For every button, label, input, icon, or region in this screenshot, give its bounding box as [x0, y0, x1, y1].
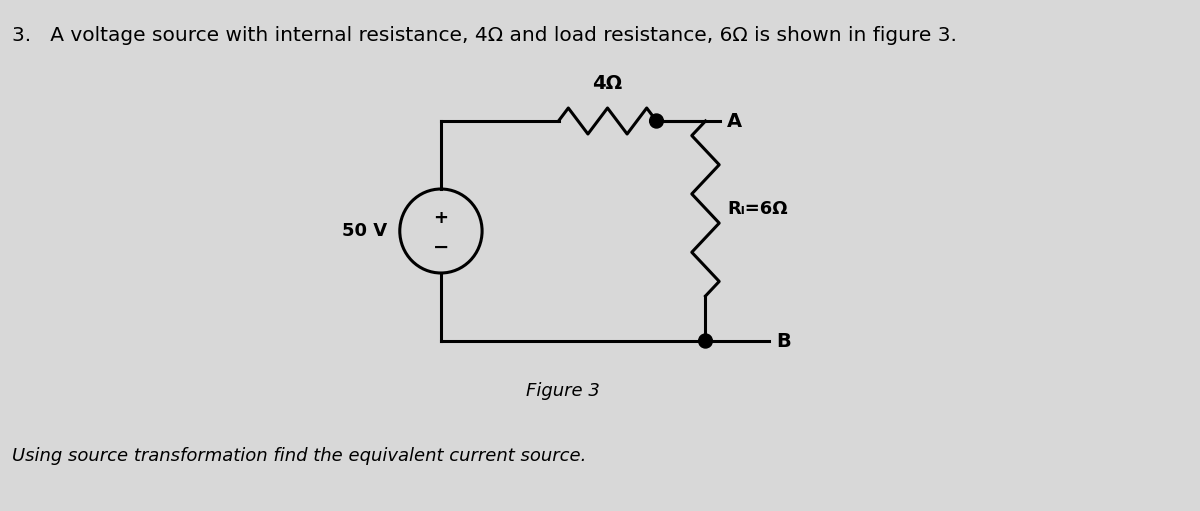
- Text: 4Ω: 4Ω: [593, 74, 623, 93]
- Text: B: B: [776, 332, 791, 351]
- Text: 3.   A voltage source with internal resistance, 4Ω and load resistance, 6Ω is sh: 3. A voltage source with internal resist…: [12, 26, 956, 45]
- Text: Figure 3: Figure 3: [527, 382, 600, 400]
- Circle shape: [649, 114, 664, 128]
- Text: A: A: [727, 111, 742, 130]
- Text: Using source transformation find the equivalent current source.: Using source transformation find the equ…: [12, 447, 586, 465]
- Text: Rₗ=6Ω: Rₗ=6Ω: [727, 199, 787, 218]
- Circle shape: [698, 334, 713, 348]
- Text: +: +: [433, 209, 449, 227]
- Text: 50 V: 50 V: [342, 222, 388, 240]
- Text: −: −: [433, 238, 449, 257]
